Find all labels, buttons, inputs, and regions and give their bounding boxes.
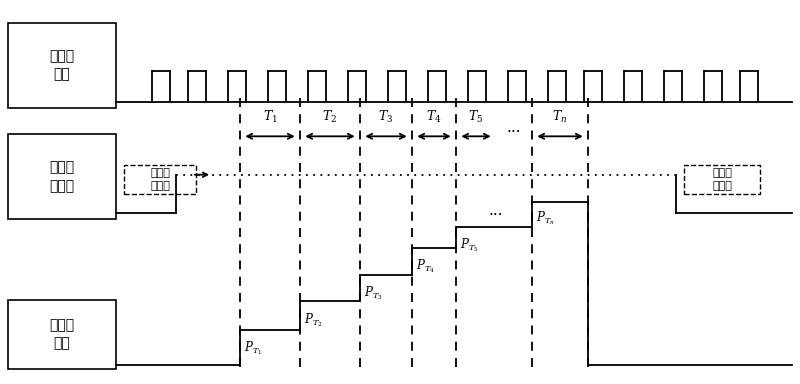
Text: $T_5$: $T_5$ bbox=[468, 109, 484, 125]
Bar bbox=[8, 134, 116, 219]
Text: $P_{T_2}$: $P_{T_2}$ bbox=[304, 311, 322, 329]
Text: $P_{T_3}$: $P_{T_3}$ bbox=[364, 284, 383, 302]
Text: 计数器
门开启: 计数器 门开启 bbox=[150, 168, 170, 191]
Text: $P_{T_5}$: $P_{T_5}$ bbox=[460, 236, 478, 254]
Bar bbox=[684, 165, 760, 194]
Bar bbox=[8, 300, 116, 369]
Text: ···: ··· bbox=[506, 125, 522, 140]
Bar bbox=[8, 23, 116, 108]
Text: $P_{T_4}$: $P_{T_4}$ bbox=[416, 257, 435, 275]
Text: 脉冲累
计値: 脉冲累 计値 bbox=[50, 318, 74, 350]
Text: $P_{T_1}$: $P_{T_1}$ bbox=[244, 340, 262, 358]
Text: $T_4$: $T_4$ bbox=[426, 109, 442, 125]
Bar bbox=[124, 165, 196, 194]
Text: 编码器
脉冲: 编码器 脉冲 bbox=[50, 49, 74, 81]
Text: 计数器
门信号: 计数器 门信号 bbox=[50, 161, 74, 193]
Text: $T_n$: $T_n$ bbox=[552, 109, 568, 125]
Text: 计数器
门关闭: 计数器 门关闭 bbox=[712, 168, 732, 191]
Text: ···: ··· bbox=[489, 207, 503, 223]
Text: $T_1$: $T_1$ bbox=[262, 109, 278, 125]
Text: $P_{T_n}$: $P_{T_n}$ bbox=[536, 209, 555, 227]
Text: $T_2$: $T_2$ bbox=[322, 109, 338, 125]
Text: $T_3$: $T_3$ bbox=[378, 109, 394, 125]
